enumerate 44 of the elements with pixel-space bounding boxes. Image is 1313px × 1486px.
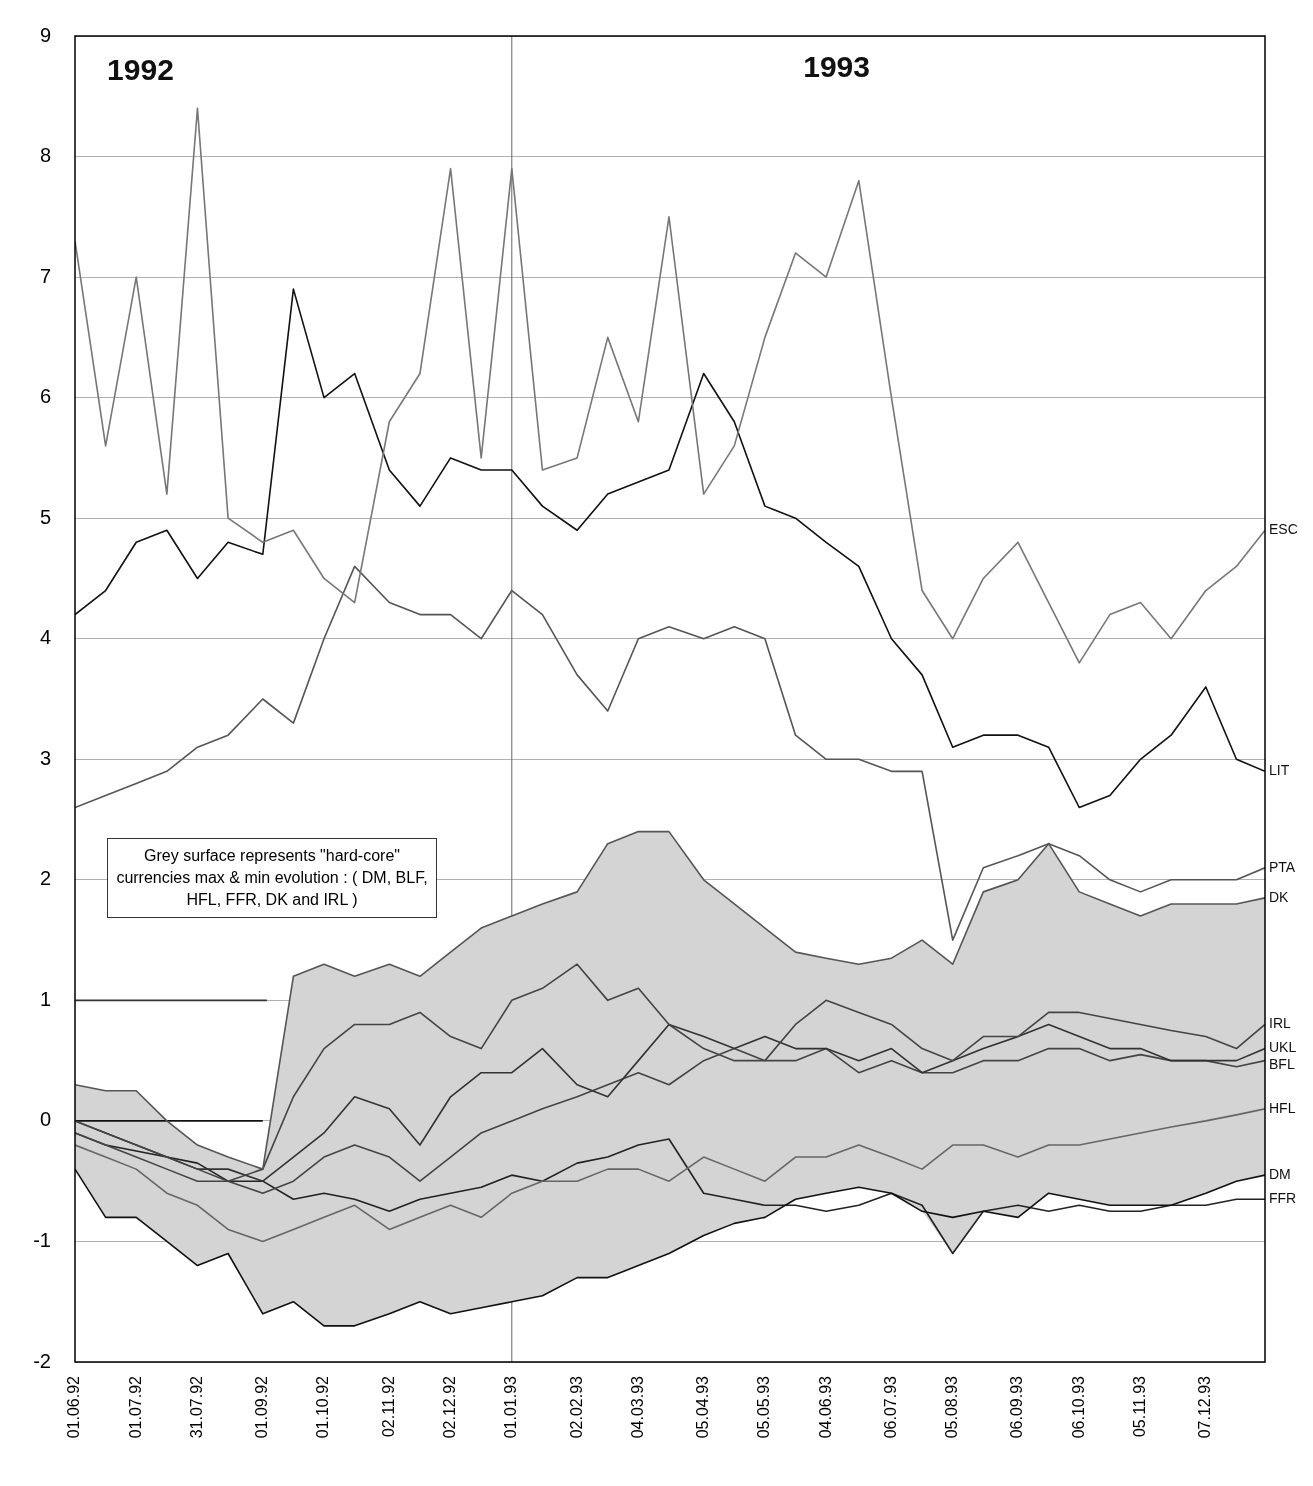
x-tick-label: 31.07.92 — [187, 1375, 205, 1439]
x-tick-label: 02.11.92 — [379, 1375, 397, 1438]
y-tick-label: 6 — [39, 385, 51, 408]
y-tick-label: 1 — [39, 987, 51, 1010]
series-label: FFR — [1269, 1190, 1297, 1207]
series-label: LIT — [1269, 762, 1290, 779]
series-label: UKL — [1269, 1039, 1297, 1056]
series-label: DM — [1269, 1166, 1291, 1183]
x-tick-label: 06.07.93 — [881, 1375, 899, 1439]
x-tick-label: 04.03.93 — [628, 1375, 646, 1439]
series-label: PTA — [1269, 858, 1296, 875]
x-tick-label: 06.09.93 — [1008, 1375, 1026, 1439]
y-tick-label: -1 — [33, 1228, 51, 1251]
annotation: 1992 — [107, 53, 174, 87]
y-tick-label: 4 — [39, 626, 51, 649]
y-tick-label: 0 — [39, 1108, 51, 1131]
y-tick-label: 8 — [39, 144, 51, 167]
y-tick-label: 5 — [39, 505, 51, 528]
series-label: DK — [1269, 888, 1290, 905]
y-tick-label: 2 — [39, 867, 51, 890]
x-tick-label: 01.01.93 — [502, 1375, 520, 1439]
x-tick-label: 05.08.93 — [943, 1375, 961, 1439]
x-tick-label: 05.05.93 — [755, 1375, 773, 1439]
series-label: HFL — [1269, 1099, 1296, 1116]
x-tick-label: 07.12.93 — [1196, 1375, 1214, 1439]
y-tick-label: 3 — [39, 746, 51, 769]
x-tick-label: 01.10.92 — [314, 1375, 332, 1439]
series-label: ESC — [1269, 521, 1298, 538]
annotation: Grey surface represents "hard-core" currencies max & min evolution : ( DM, BLF, HFL, FFR, DK and IRL ) — [107, 838, 437, 919]
x-tick-label: 02.12.92 — [440, 1375, 458, 1439]
series-label: BFL — [1269, 1056, 1295, 1073]
x-tick-label: 06.10.93 — [1069, 1375, 1087, 1439]
y-tick-label: 9 — [39, 23, 51, 46]
x-tick-label: 04.06.93 — [816, 1375, 834, 1439]
x-tick-label: 01.07.92 — [126, 1375, 144, 1439]
annotation: 1993 — [803, 50, 870, 84]
y-tick-label: -2 — [33, 1349, 51, 1372]
x-tick-label: 02.02.93 — [567, 1375, 585, 1439]
series-label: IRL — [1269, 1015, 1291, 1032]
x-tick-label: 05.04.93 — [694, 1375, 712, 1439]
x-tick-label: 01.09.92 — [253, 1375, 271, 1439]
y-tick-label: 7 — [39, 264, 51, 287]
x-tick-label: 05.11.93 — [1130, 1375, 1148, 1438]
x-tick-label: 01.06.92 — [65, 1375, 83, 1439]
